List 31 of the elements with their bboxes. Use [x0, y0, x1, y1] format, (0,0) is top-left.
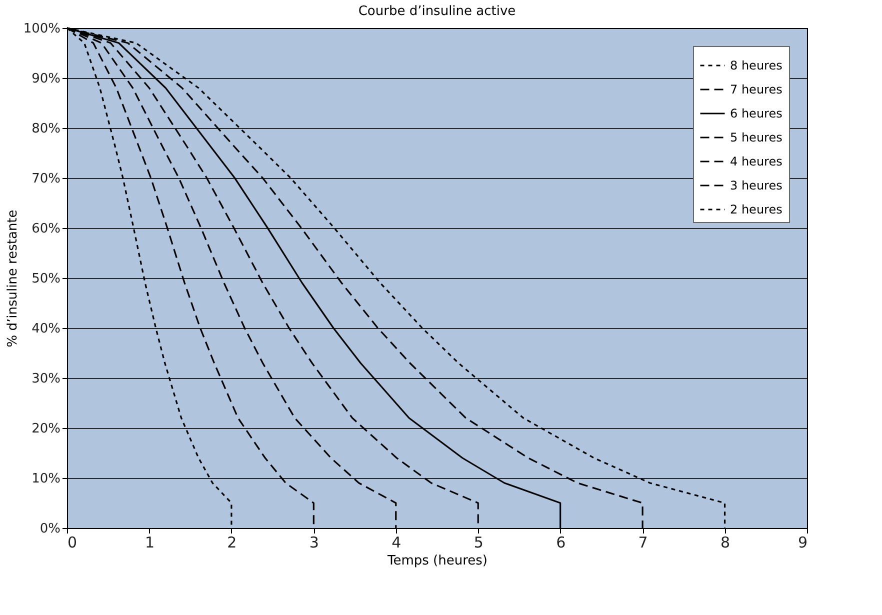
y-tick-label: 0% — [40, 522, 60, 536]
y-tick-label: 30% — [32, 372, 60, 386]
y-tick-label: 90% — [32, 72, 60, 86]
x-tick-label: 3 — [309, 534, 319, 552]
y-axis-title: % d’insuline restante — [5, 210, 20, 348]
legend-label: 4 heures — [730, 154, 782, 168]
x-tick-label: 8 — [720, 534, 730, 552]
y-tick-label: 80% — [32, 122, 60, 136]
legend-label: 8 heures — [730, 58, 782, 72]
x-tick-label: 5 — [474, 534, 484, 552]
x-tick-label: 6 — [556, 534, 566, 552]
x-axis-title: Temps (heures) — [386, 554, 488, 568]
y-tick-label: 20% — [32, 422, 60, 436]
x-tick-label: 4 — [392, 534, 402, 552]
x-tick-label: 1 — [144, 534, 154, 552]
y-tick-label: 10% — [32, 472, 60, 486]
y-tick-label: 100% — [23, 22, 60, 36]
legend-label: 6 heures — [730, 106, 782, 120]
x-tick-label: 7 — [638, 534, 648, 552]
y-tick-label: 50% — [32, 272, 60, 286]
x-tick-label: 9 — [798, 534, 808, 552]
x-tick-label: 0 — [68, 534, 78, 552]
legend-label: 7 heures — [730, 82, 782, 96]
legend-label: 3 heures — [730, 178, 782, 192]
y-tick-label: 60% — [32, 222, 60, 236]
chart-title: Courbe d’insuline active — [358, 4, 516, 19]
legend-label: 5 heures — [730, 130, 782, 144]
y-tick-label: 70% — [32, 172, 60, 186]
x-tick-label: 2 — [227, 534, 237, 552]
legend-label: 2 heures — [730, 202, 782, 216]
y-tick-label: 40% — [32, 322, 60, 336]
